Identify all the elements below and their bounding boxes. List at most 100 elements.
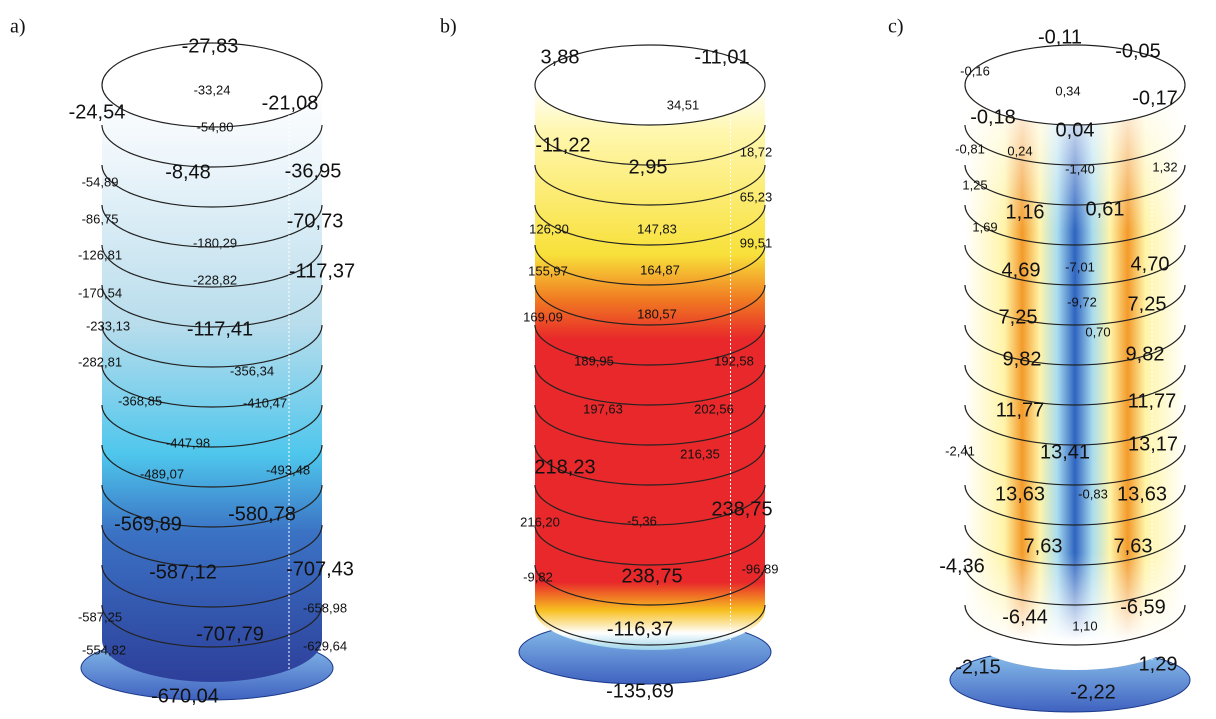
value-label: -9,72 (1067, 294, 1097, 309)
value-label: -170,54 (78, 285, 122, 300)
value-label: 13,63 (995, 483, 1045, 505)
value-label: -5,36 (627, 513, 657, 528)
panel-label: c) (888, 16, 904, 38)
value-label: 13,41 (1040, 441, 1090, 463)
value-label: -233,13 (86, 318, 130, 333)
value-label: -96,89 (742, 561, 779, 576)
value-label: 197,63 (583, 401, 623, 416)
value-label: -1,40 (1065, 161, 1095, 176)
value-label: 126,30 (529, 221, 569, 236)
value-label: -707,43 (286, 558, 354, 580)
value-label: -116,37 (607, 618, 673, 640)
value-label: 13,17 (1128, 433, 1178, 455)
value-label: 180,57 (637, 306, 677, 321)
value-label: 1,29 (1139, 653, 1178, 675)
value-label: -70,73 (287, 210, 344, 232)
value-label: 216,35 (680, 446, 720, 461)
value-label: -0,11 (1038, 26, 1082, 48)
value-label: -4,36 (939, 555, 985, 577)
value-label: -228,82 (193, 272, 237, 287)
value-label: 1,16 (1006, 201, 1045, 223)
value-label: -6,44 (1002, 606, 1048, 628)
value-label: -0,05 (1115, 40, 1161, 62)
value-label: -54,89 (82, 174, 119, 189)
value-label: 164,87 (640, 262, 680, 277)
value-label: -117,37 (289, 260, 355, 282)
value-label: -6,59 (1120, 596, 1166, 618)
value-label: -27,83 (182, 35, 239, 57)
value-label: -36,95 (285, 160, 342, 182)
value-label: -21,08 (262, 92, 319, 114)
value-label: 1,32 (1152, 159, 1177, 174)
value-label: -569,89 (114, 513, 182, 535)
value-label: 169,09 (523, 309, 563, 324)
value-label: -587,25 (78, 609, 122, 624)
value-label: -707,79 (196, 623, 264, 645)
value-label: 0,24 (1007, 143, 1032, 158)
value-label: -587,12 (149, 561, 217, 583)
value-label: 1,10 (1072, 618, 1097, 633)
value-label: 1,25 (962, 177, 987, 192)
value-label: 216,20 (520, 514, 560, 529)
value-label: 238,75 (621, 565, 682, 587)
value-label: -54,80 (197, 119, 234, 134)
value-label: -356,34 (230, 363, 274, 378)
value-label: -180,29 (193, 235, 237, 250)
value-label: 11,77 (1128, 390, 1177, 412)
value-label: -670,04 (151, 685, 219, 707)
value-label: -554,82 (82, 642, 126, 657)
value-label: -410,47 (243, 395, 287, 410)
panel-label: b) (440, 16, 457, 38)
value-label: -489,07 (140, 466, 184, 481)
value-label: 9,82 (1003, 348, 1042, 370)
value-label: 2,95 (629, 156, 668, 178)
value-label: -580,78 (228, 503, 296, 525)
value-label: -24,54 (69, 101, 126, 123)
value-label: -493,48 (266, 462, 310, 477)
value-label: -126,81 (78, 247, 122, 262)
value-label: -86,75 (82, 211, 119, 226)
value-label: -2,41 (945, 443, 975, 458)
value-label: -282,81 (78, 354, 122, 369)
value-label: 218,23 (534, 456, 595, 478)
panel-label: a) (10, 16, 26, 38)
value-label: -9,82 (523, 569, 553, 584)
value-label: 202,56 (694, 401, 734, 416)
value-label: -2,22 (1070, 681, 1116, 703)
value-label: 4,69 (1002, 259, 1041, 281)
value-label: 65,23 (740, 189, 773, 204)
value-label: 1,69 (972, 219, 997, 234)
value-label: -7,01 (1065, 259, 1095, 274)
value-label: 9,82 (1126, 343, 1165, 365)
value-label: 147,83 (637, 221, 677, 236)
value-label: 99,51 (740, 235, 773, 250)
value-label: 0,04 (1056, 119, 1095, 141)
value-label: -0,81 (955, 141, 985, 156)
value-label: 192,58 (714, 353, 754, 368)
value-label: -0,16 (960, 63, 990, 78)
value-label: 189,95 (574, 353, 614, 368)
value-label: -0,17 (1132, 87, 1178, 109)
value-label: -629,64 (303, 638, 347, 653)
value-label: -447,98 (166, 435, 210, 450)
value-label: 11,77 (996, 399, 1045, 421)
value-label: -0,83 (1078, 486, 1108, 501)
value-label: -0,18 (970, 106, 1016, 128)
value-label: -117,41 (187, 318, 253, 340)
value-label: 7,25 (999, 306, 1038, 328)
value-label: -33,24 (194, 82, 231, 97)
value-label: 7,63 (1024, 535, 1063, 557)
value-label: -11,22 (535, 134, 590, 156)
value-label: -368,85 (118, 393, 162, 408)
value-label: -658,98 (303, 600, 347, 615)
value-label: -8,48 (165, 161, 211, 183)
value-label: 7,25 (1128, 293, 1167, 315)
value-label: -2,15 (955, 656, 1001, 678)
value-label: -11,01 (694, 46, 749, 68)
value-label: 0,70 (1085, 324, 1110, 339)
value-label: 18,72 (740, 144, 773, 159)
value-label: 34,51 (667, 97, 700, 112)
value-label: 7,63 (1114, 535, 1153, 557)
value-label: 13,63 (1117, 483, 1167, 505)
value-label: 4,70 (1131, 253, 1170, 275)
